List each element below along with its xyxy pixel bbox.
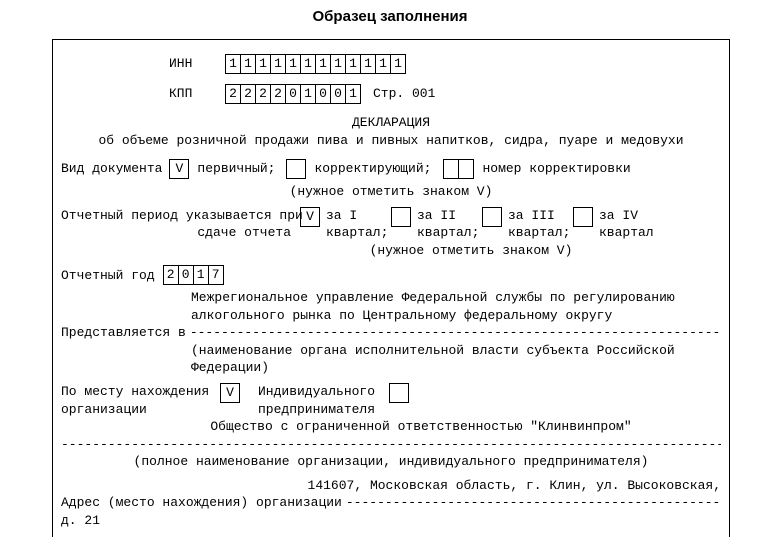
primary-label: первичный; [197, 160, 275, 178]
presented-line2: алкогольного рынка по Центральному федер… [61, 307, 721, 325]
q3-checkbox[interactable] [482, 207, 502, 227]
inn-cell[interactable]: 1 [375, 54, 391, 74]
page-number: Стр. 001 [373, 85, 435, 103]
location-label-2: организации [61, 401, 221, 419]
org-caption: (полное наименование организации, индиви… [61, 453, 721, 471]
location-label-1: По месту нахождения [61, 383, 221, 401]
inn-cell[interactable]: 1 [315, 54, 331, 74]
presented-line1: Межрегиональное управление Федеральной с… [61, 289, 721, 307]
presented-label: Представляется в [61, 324, 186, 342]
kpp-row: КПП 2 2 2 2 0 1 0 0 1 Стр. 001 [169, 84, 721, 104]
q2a: за II [417, 207, 483, 225]
year-cells: 2 0 1 7 [164, 265, 224, 285]
inn-cell[interactable]: 1 [255, 54, 271, 74]
inn-label: ИНН [169, 55, 225, 73]
q2b: квартал; [417, 224, 483, 242]
declaration-heading: ДЕКЛАРАЦИЯ [61, 114, 721, 132]
kpp-cell[interactable]: 2 [255, 84, 271, 104]
q2-checkbox[interactable] [391, 207, 411, 227]
address-line: 141607, Московская область, г. Клин, ул.… [61, 477, 721, 495]
q4a: за IV [599, 207, 657, 225]
kpp-cell[interactable]: 2 [270, 84, 286, 104]
dash-line-3: ----------------------------------------… [346, 494, 721, 512]
period-hint: (нужное отметить знаком V) [61, 242, 721, 260]
q1-checkbox[interactable]: V [300, 207, 320, 227]
q1a: за I [326, 207, 392, 225]
indiv1: Индивидуального [258, 383, 390, 401]
inn-cell[interactable]: 1 [390, 54, 406, 74]
period-label-2: сдаче отчета [61, 224, 301, 242]
q4-labels: за IV квартал [593, 207, 657, 242]
period-label-block: Отчетный период указывается при сдаче от… [61, 207, 301, 242]
kpp-cell[interactable]: 2 [225, 84, 241, 104]
location-row: По месту нахождения организации V Индиви… [61, 383, 721, 418]
doc-type-hint: (нужное отметить знаком V) [61, 183, 721, 201]
q2-labels: за II квартал; [411, 207, 483, 242]
inn-cell[interactable]: 1 [330, 54, 346, 74]
corr-num-cells [444, 159, 474, 179]
kpp-cells: 2 2 2 2 0 1 0 0 1 [226, 84, 361, 104]
q3-labels: за III квартал; [502, 207, 574, 242]
doc-type-label: Вид документа [61, 160, 162, 178]
kpp-cell[interactable]: 0 [285, 84, 301, 104]
inn-row: ИНН 1 1 1 1 1 1 1 1 1 1 1 1 [169, 54, 721, 74]
q4b: квартал [599, 224, 657, 242]
indiv-checkbox[interactable] [389, 383, 409, 403]
indiv2: предпринимателя [258, 401, 390, 419]
q1-labels: за I квартал; [320, 207, 392, 242]
page-root: Образец заполнения ИНН 1 1 1 1 1 1 1 1 1… [0, 0, 780, 546]
address-line2: д. 21 [61, 512, 721, 530]
inn-cell[interactable]: 1 [360, 54, 376, 74]
inn-cell[interactable]: 1 [345, 54, 361, 74]
q3a: за III [508, 207, 574, 225]
period-row: Отчетный период указывается при сдаче от… [61, 207, 721, 242]
corrective-checkbox[interactable] [286, 159, 306, 179]
corr-num-cell[interactable] [443, 159, 459, 179]
inn-cell[interactable]: 1 [285, 54, 301, 74]
inn-cell[interactable]: 1 [270, 54, 286, 74]
form-container: ИНН 1 1 1 1 1 1 1 1 1 1 1 1 КПП 2 2 [52, 39, 730, 537]
kpp-cell[interactable]: 1 [345, 84, 361, 104]
dash-line-2: ----------------------------------------… [61, 436, 721, 454]
corr-num-label: номер корректировки [482, 160, 630, 178]
kpp-cell[interactable]: 2 [240, 84, 256, 104]
year-cell[interactable]: 0 [178, 265, 194, 285]
inn-cell[interactable]: 1 [225, 54, 241, 74]
primary-checkbox[interactable]: V [169, 159, 189, 179]
year-label: Отчетный год [61, 267, 155, 285]
q1b: квартал; [326, 224, 392, 242]
address-row: Адрес (место нахождения) организации ---… [61, 494, 721, 512]
kpp-cell[interactable]: 0 [330, 84, 346, 104]
address-label: Адрес (место нахождения) организации [61, 494, 342, 512]
corrective-label: корректирующий; [314, 160, 431, 178]
inn-cell[interactable]: 1 [300, 54, 316, 74]
year-cell[interactable]: 2 [163, 265, 179, 285]
q4-checkbox[interactable] [573, 207, 593, 227]
indiv-label-block: Индивидуального предпринимателя [240, 383, 390, 418]
org-name: Общество с ограниченной ответственностью… [61, 418, 721, 436]
corr-num-cell[interactable] [458, 159, 474, 179]
period-label-1: Отчетный период указывается при [61, 207, 301, 225]
dash-line: ----------------------------------------… [190, 324, 721, 342]
year-cell[interactable]: 7 [208, 265, 224, 285]
presented-caption: (наименование органа исполнительной влас… [61, 342, 721, 377]
presented-row: Представляется в -----------------------… [61, 324, 721, 342]
doc-type-row: Вид документа V первичный; корректирующи… [61, 159, 721, 179]
year-cell[interactable]: 1 [193, 265, 209, 285]
org-checkbox[interactable]: V [220, 383, 240, 403]
declaration-subheading: об объеме розничной продажи пива и пивны… [61, 132, 721, 150]
inn-cells: 1 1 1 1 1 1 1 1 1 1 1 1 [226, 54, 406, 74]
page-title: Образец заполнения [0, 0, 780, 39]
year-row: Отчетный год 2 0 1 7 [61, 265, 721, 285]
kpp-label: КПП [169, 85, 225, 103]
kpp-cell[interactable]: 0 [315, 84, 331, 104]
q3b: квартал; [508, 224, 574, 242]
kpp-cell[interactable]: 1 [300, 84, 316, 104]
location-label-block: По месту нахождения организации [61, 383, 221, 418]
inn-cell[interactable]: 1 [240, 54, 256, 74]
